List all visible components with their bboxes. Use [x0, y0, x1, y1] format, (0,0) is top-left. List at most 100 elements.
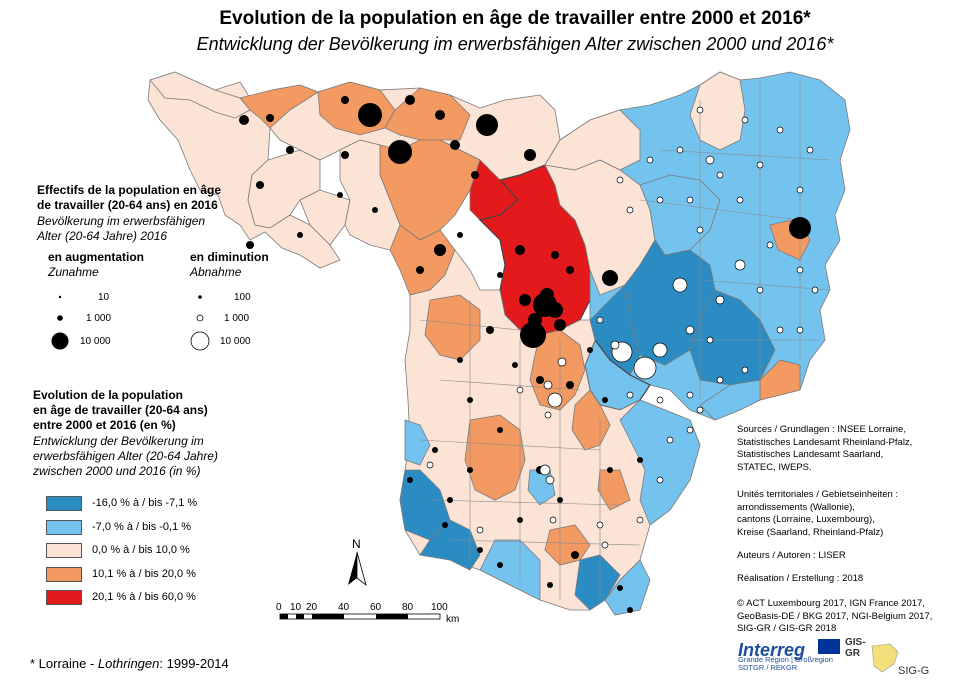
legend-increase-value-1: 10: [98, 292, 110, 303]
dot-increase: [515, 245, 525, 255]
dot-increase: [297, 232, 303, 238]
scale-tick-40: 40: [338, 602, 350, 613]
gis-gr-logo: GIS-GR: [845, 637, 866, 659]
scale-tick-80: 80: [402, 602, 414, 613]
dot-decrease: [547, 392, 563, 408]
dot-increase: [627, 607, 633, 613]
realisation: Réalisation / Erstellung : 2018: [737, 573, 864, 584]
svg-text:SIG-GR: SIG-GR: [898, 665, 930, 677]
source-line: Statistisches Landesamt Saarland,: [737, 449, 884, 460]
dot-decrease: [636, 516, 644, 524]
dot-decrease: [796, 266, 804, 274]
dot-increase: [434, 244, 446, 256]
legend-class-2: -7,0 % à / bis -0,1 %: [46, 518, 191, 536]
dot-increase: [477, 547, 483, 553]
dot-decrease: [610, 340, 620, 350]
dot-decrease: [685, 325, 695, 335]
legend-swatch: [46, 566, 82, 582]
legend-class-4: 10,1 % à / bis 20,0 %: [46, 565, 196, 583]
legend-evo-title-fr-2: en âge de travailler (20-64 ans): [33, 403, 208, 417]
dot-decrease: [806, 146, 814, 154]
dot-increase: [602, 397, 608, 403]
dot-decrease: [544, 411, 552, 419]
dot-increase: [416, 266, 424, 274]
dot-increase: [246, 241, 254, 249]
dot-increase: [405, 95, 415, 105]
dot-decrease: [734, 259, 746, 271]
dot-decrease: [666, 436, 674, 444]
source-line: Statistisches Landesamt Rheinland-Pfalz,: [737, 436, 913, 448]
source-line: STATEC, IWEPS.: [737, 461, 812, 473]
dot-decrease: [557, 357, 567, 367]
dot-increase: [528, 313, 542, 327]
legend-class-label: 20,1 % à / bis 60,0 %: [92, 591, 196, 603]
legend-evo-title-de-1: Entwicklung der Bevölkerung im: [33, 434, 204, 448]
dot-increase: [566, 266, 574, 274]
dot-increase: [551, 251, 559, 259]
units-line: Kreise (Saarland, Rheinland-Pfalz): [737, 526, 884, 538]
dot-decrease: [676, 146, 684, 154]
dot-increase: [337, 192, 343, 198]
dot-increase: [587, 347, 593, 353]
dot-increase: [457, 357, 463, 363]
dot-increase: [467, 467, 473, 473]
legend-class-3: 0,0 % à / bis 10,0 %: [46, 541, 190, 559]
map-title-fr: Evolution de la population en âge de tra…: [219, 8, 811, 29]
dot-increase: [524, 149, 536, 161]
units-block: Unités territoriales / Gebietseinheiten …: [737, 489, 898, 539]
legend-evo-title-de-2: erwerbsfähigen Alter (20-64 Jahre): [33, 449, 218, 463]
interreg-sub: Grande Région | Großregion SDTGR / REKGR: [738, 655, 833, 672]
legend-swatch: [46, 542, 82, 558]
scale-tick-0: 0: [276, 602, 282, 613]
dot-increase: [407, 477, 413, 483]
dot-increase: [547, 302, 563, 318]
dot-increase: [517, 517, 523, 523]
legend-evo-title-de-3: zwischen 2000 und 2016 (in %): [33, 464, 201, 478]
units-line: arrondissements (Wallonie),: [737, 501, 855, 513]
dot-decrease: [646, 156, 654, 164]
dot-decrease: [626, 391, 634, 399]
dot-increase: [388, 140, 412, 164]
svg-text:N: N: [352, 537, 361, 551]
dot-increase: [497, 272, 503, 278]
legend-size-title-fr-2: de travailler (20-64 ans) en 2016: [37, 198, 218, 212]
dot-decrease: [601, 541, 609, 549]
dot-increase: [450, 140, 460, 150]
dot-increase: [486, 326, 494, 334]
dot-decrease: [656, 476, 664, 484]
footnote: * Lorraine - Lothringen: 1999-2014: [30, 656, 229, 671]
dot-decrease: [706, 336, 714, 344]
dot-decrease: [686, 426, 694, 434]
scale-bar: 0 10 20 40 60 80 100 km: [276, 602, 459, 625]
dot-increase: [471, 171, 479, 179]
dot-decrease: [672, 277, 688, 293]
scale-tick-10: 10: [290, 602, 302, 613]
legend-decrease-value-1: 100: [234, 292, 251, 303]
map-title-de: Entwicklung der Bevölkerung im erwerbsfä…: [196, 34, 834, 54]
legend-swatch: [46, 589, 82, 605]
authors: Auteurs / Autoren : LISER: [737, 550, 846, 561]
units-line: cantons (Lorraine, Luxembourg),: [737, 514, 875, 525]
dot-decrease: [696, 226, 704, 234]
dot-increase: [266, 114, 274, 122]
dot-decrease: [756, 286, 764, 294]
dot-increase: [256, 181, 264, 189]
dot-decrease: [741, 366, 749, 374]
dot-increase: [607, 467, 613, 473]
dot-increase: [476, 114, 498, 136]
dot-decrease: [716, 171, 724, 179]
scale-tick-20: 20: [306, 602, 318, 613]
dot-increase: [520, 322, 546, 348]
dot-increase: [554, 319, 566, 331]
dot-decrease: [756, 161, 764, 169]
dot-decrease: [741, 116, 749, 124]
region-wallonia: [147, 71, 351, 269]
scale-tick-100: 100: [431, 602, 448, 613]
legend-class-label: 0,0 % à / bis 10,0 %: [92, 544, 190, 556]
dot-increase: [547, 582, 553, 588]
dot-decrease: [736, 196, 744, 204]
dot-decrease: [716, 376, 724, 384]
dot-decrease: [596, 316, 604, 324]
dot-decrease: [476, 526, 484, 534]
legend-increase-fr: en augmentation: [48, 250, 145, 264]
